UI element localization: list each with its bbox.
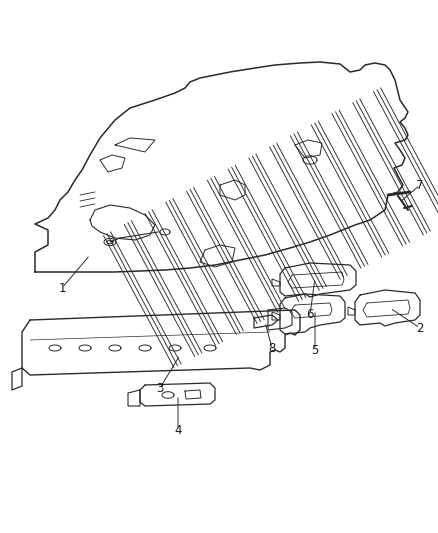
Text: 5: 5 — [311, 343, 318, 357]
Text: 8: 8 — [268, 342, 275, 354]
Text: 3: 3 — [156, 382, 163, 394]
Text: 2: 2 — [415, 321, 423, 335]
Text: 6: 6 — [306, 309, 313, 321]
Text: 1: 1 — [58, 281, 66, 295]
Text: 7: 7 — [415, 179, 423, 191]
Text: 4: 4 — [174, 424, 181, 437]
